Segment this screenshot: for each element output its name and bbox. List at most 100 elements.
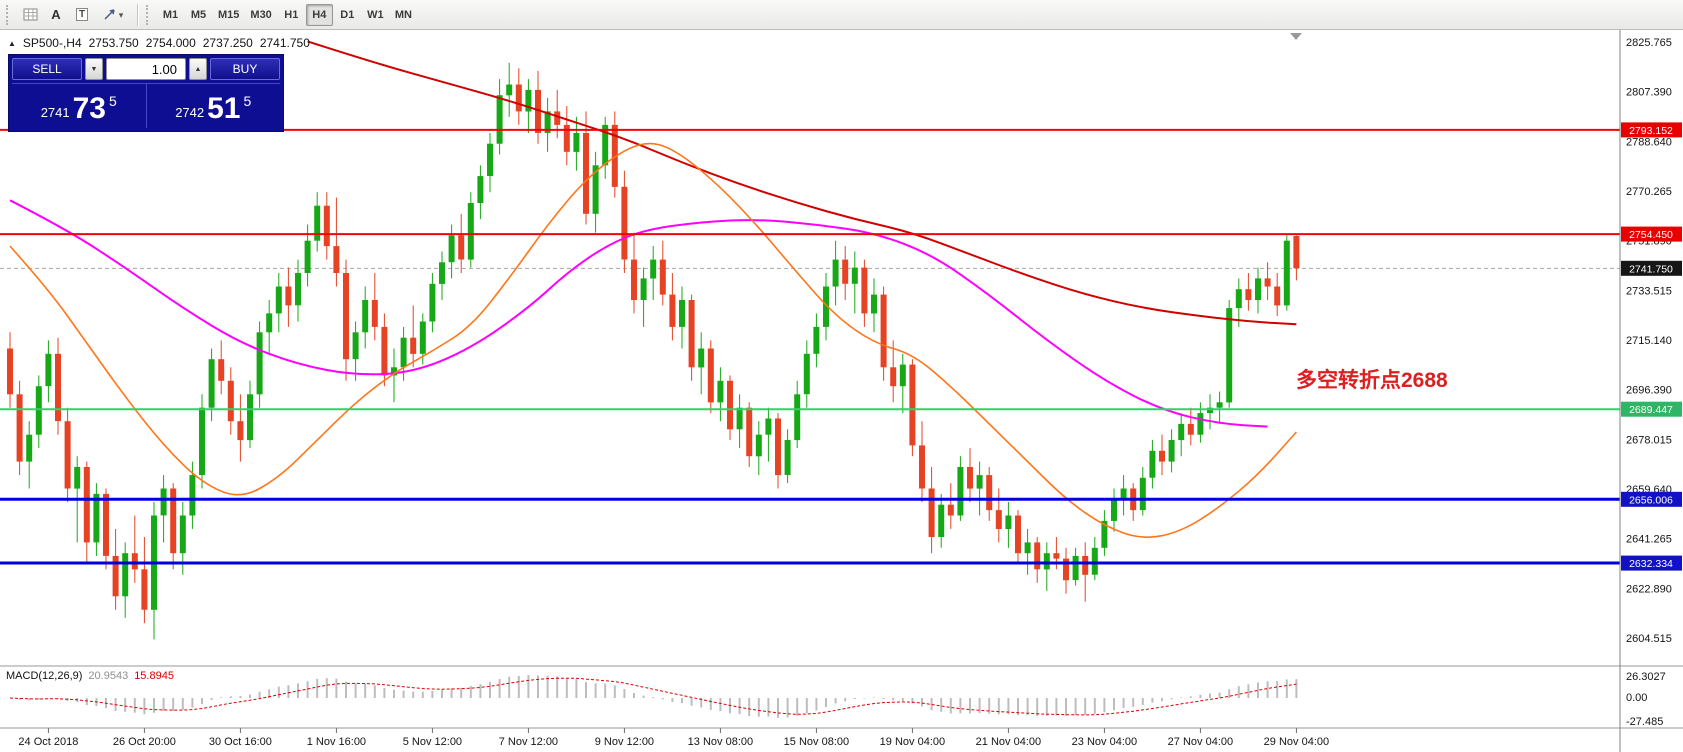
symbol-period-label: SP500-,H4 (22, 36, 82, 50)
svg-text:2754.450: 2754.450 (1629, 229, 1673, 241)
sell-price[interactable]: 2741 73 5 (12, 84, 146, 128)
buy-price-big: 2742 (175, 105, 205, 120)
macd-axis-label: -27.485 (1626, 716, 1663, 728)
price-axis-label: 2604.515 (1626, 633, 1672, 645)
price-axis-label: 2641.265 (1626, 534, 1672, 546)
time-axis-label: 5 Nov 12:00 (403, 736, 462, 748)
macd-signal-line (9, 677, 1297, 716)
macd-name: MACD(12,26,9) (6, 670, 83, 682)
timeframe-button-h4[interactable]: H4 (305, 3, 333, 26)
ma-long-red (307, 40, 1297, 326)
time-axis-label: 29 Nov 04:00 (1264, 736, 1329, 748)
chart-annotation: 多空转折点2688 (1296, 369, 1448, 392)
price-tag (1621, 260, 1682, 276)
time-axis-label: 7 Nov 12:00 (499, 736, 558, 748)
chevron-down-icon: ▼ (90, 65, 98, 73)
time-axis-label: 13 Nov 08:00 (688, 736, 753, 748)
price-axis-label: 2807.390 (1626, 87, 1672, 99)
chevron-up-icon: ▲ (194, 65, 202, 73)
svg-text:2632.334: 2632.334 (1629, 558, 1673, 570)
timeframe-group: M1 M5 M15 M30 H1 H4 D1 W1 MN (157, 3, 417, 26)
grid-icon[interactable] (17, 3, 43, 27)
ohlc-low: 2737.250 (202, 36, 253, 50)
time-axis-label: 30 Oct 16:00 (209, 736, 272, 748)
toolbar-grip[interactable] (6, 4, 12, 25)
svg-text:2793.152: 2793.152 (1629, 125, 1673, 137)
price-axis-label: 2825.765 (1626, 37, 1672, 49)
price-axis-label: 2696.390 (1626, 385, 1672, 397)
candles-layer (7, 62, 1300, 640)
timeframe-button-w1[interactable]: W1 (362, 4, 389, 26)
price-axis-label: 2733.515 (1626, 285, 1672, 297)
timeframe-button-mn[interactable]: MN (390, 4, 417, 26)
price-axis-label: 2622.890 (1626, 583, 1672, 595)
toolbar-separator (137, 3, 138, 26)
main-toolbar: A T ▾ M1 M5 M15 M30 H1 H4 D1 W1 MN (0, 0, 1683, 30)
timeframe-button-m1[interactable]: M1 (157, 4, 184, 26)
price-axis-label: 2678.015 (1626, 434, 1672, 446)
volume-input[interactable] (106, 58, 186, 80)
arrow-tool-icon (104, 9, 115, 20)
timeframe-button-m15[interactable]: M15 (213, 4, 244, 26)
shift-marker-icon[interactable] (1290, 33, 1302, 40)
volume-decrease-button[interactable]: ▼ (85, 58, 103, 80)
sell-price-big: 2741 (40, 105, 70, 120)
one-click-trading-panel: SELL ▼ ▲ BUY 2741 73 5 2742 51 5 (8, 54, 284, 132)
time-axis-label: 24 Oct 2018 (18, 736, 78, 748)
buy-button[interactable]: BUY (210, 58, 280, 80)
macd-signal-value: 15.8945 (134, 670, 174, 682)
text-a-icon: A (51, 7, 61, 22)
timeframe-button-d1[interactable]: D1 (334, 4, 361, 26)
ohlc-open: 2753.750 (88, 36, 139, 50)
time-axis-label: 9 Nov 12:00 (595, 736, 654, 748)
price-tag (1621, 122, 1682, 138)
sell-price-frac: 5 (109, 93, 117, 109)
macd-axis-label: 0.00 (1626, 692, 1647, 704)
buy-price-pips: 51 (207, 92, 241, 125)
timeframe-button-m5[interactable]: M5 (185, 4, 212, 26)
shapes-tool-button[interactable]: ▾ (95, 3, 131, 27)
macd-main-value: 20.9543 (88, 670, 129, 682)
time-axis-label: 26 Oct 20:00 (113, 736, 176, 748)
ohlc-close: 2741.750 (259, 36, 310, 50)
svg-text:2741.750: 2741.750 (1629, 263, 1673, 275)
price-tag (1621, 401, 1682, 417)
toolbar-grip-2[interactable] (146, 4, 152, 25)
price-axis-label: 2788.640 (1626, 136, 1672, 148)
price-axis-label: 2770.265 (1626, 186, 1672, 198)
sell-button[interactable]: SELL (12, 58, 82, 80)
chart-header: ▲ SP500-,H4 2753.750 2754.000 2737.250 2… (8, 36, 310, 50)
text-tool-button[interactable]: A (43, 3, 69, 27)
ma-mid-magenta (9, 199, 1268, 428)
price-tag (1621, 555, 1682, 571)
time-axis-label: 19 Nov 04:00 (880, 736, 945, 748)
one-click-collapse-icon[interactable]: ▲ (8, 38, 16, 48)
ma-fast-orange (9, 142, 1297, 538)
macd-histogram (18, 674, 1298, 718)
time-axis-label: 27 Nov 04:00 (1168, 736, 1233, 748)
time-axis-label: 15 Nov 08:00 (784, 736, 849, 748)
price-tag (1621, 491, 1682, 507)
macd-axis-label: 26.3027 (1626, 671, 1666, 683)
chevron-down-icon: ▾ (118, 9, 124, 20)
svg-text:2689.447: 2689.447 (1629, 404, 1673, 416)
price-divider (145, 84, 147, 128)
svg-text:2656.006: 2656.006 (1629, 494, 1673, 506)
grid-icon-glyph (23, 8, 37, 21)
price-tag (1621, 226, 1682, 242)
timeframe-button-m30[interactable]: M30 (245, 4, 276, 26)
buy-price-frac: 5 (243, 93, 252, 109)
time-axis-label: 23 Nov 04:00 (1072, 736, 1137, 748)
sell-price-pips: 73 (72, 92, 106, 125)
buy-price[interactable]: 2742 51 5 (147, 84, 281, 128)
timeframe-button-h1[interactable]: H1 (278, 4, 305, 26)
ohlc-high: 2754.000 (145, 36, 196, 50)
time-axis-label: 21 Nov 04:00 (976, 736, 1041, 748)
text-label-icon: T (75, 8, 89, 21)
price-axis-label: 2715.140 (1626, 335, 1672, 347)
time-axis-label: 1 Nov 16:00 (307, 736, 366, 748)
volume-increase-button[interactable]: ▲ (189, 58, 207, 80)
macd-label: MACD(12,26,9) 20.9543 15.8945 (6, 670, 174, 682)
label-tool-button[interactable]: T (69, 3, 95, 27)
